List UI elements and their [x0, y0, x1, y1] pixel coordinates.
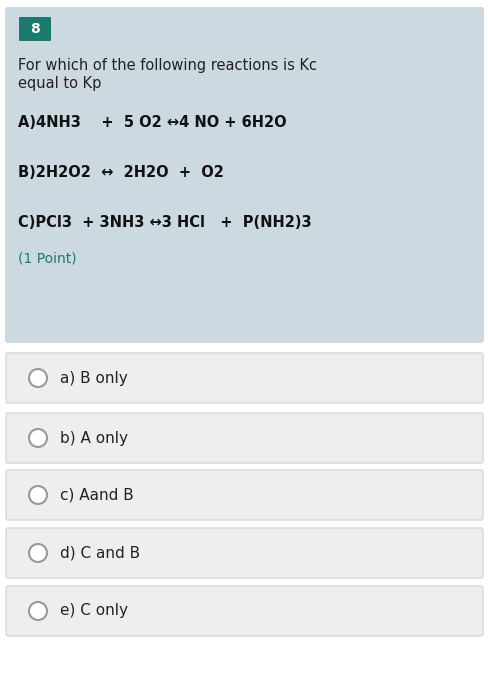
Text: a) B only: a) B only	[60, 370, 127, 386]
Text: B)2H2O2  ↔  2H2O  +  O2: B)2H2O2 ↔ 2H2O + O2	[18, 165, 224, 180]
FancyBboxPatch shape	[6, 586, 482, 636]
FancyBboxPatch shape	[6, 470, 482, 520]
FancyBboxPatch shape	[19, 17, 51, 41]
Text: C)PCl3  + 3NH3 ↔3 HCl   +  P(NH2)3: C)PCl3 + 3NH3 ↔3 HCl + P(NH2)3	[18, 215, 311, 230]
Text: d) C and B: d) C and B	[60, 545, 140, 561]
Circle shape	[29, 602, 47, 620]
Text: c) Aand B: c) Aand B	[60, 487, 134, 503]
FancyBboxPatch shape	[5, 7, 483, 343]
FancyBboxPatch shape	[6, 353, 482, 403]
Circle shape	[29, 544, 47, 562]
Text: A)4NH3    +  5 O2 ↔4 NO + 6H2O: A)4NH3 + 5 O2 ↔4 NO + 6H2O	[18, 115, 286, 130]
Text: e) C only: e) C only	[60, 603, 128, 619]
Text: 8: 8	[30, 22, 40, 36]
Text: equal to Kp: equal to Kp	[18, 76, 101, 91]
Circle shape	[29, 369, 47, 387]
Text: (1 Point): (1 Point)	[18, 252, 77, 266]
FancyBboxPatch shape	[6, 413, 482, 463]
Text: b) A only: b) A only	[60, 430, 128, 445]
Text: For which of the following reactions is Kc: For which of the following reactions is …	[18, 58, 316, 73]
FancyBboxPatch shape	[6, 528, 482, 578]
Circle shape	[29, 429, 47, 447]
Circle shape	[29, 486, 47, 504]
